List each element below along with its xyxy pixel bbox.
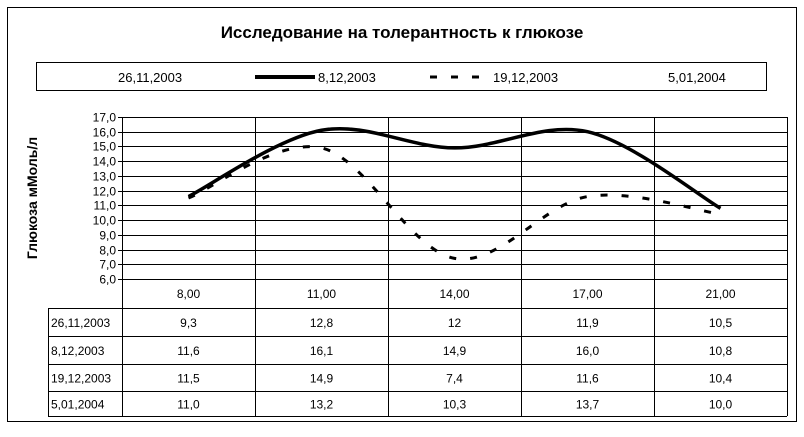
y-tick-label: 12,0: [93, 185, 117, 199]
table-cell: 10,4: [709, 372, 733, 386]
table-cell: 7,4: [446, 372, 463, 386]
legend-label: 19,12,2003: [493, 70, 558, 85]
table-cell: 10,5: [709, 316, 733, 330]
table-cell: 10,3: [443, 398, 467, 412]
series-line-1: [187, 126, 722, 210]
table-cell: 11,6: [576, 372, 599, 386]
series-line-2: [187, 145, 721, 261]
table-cell: 14,9: [443, 344, 467, 358]
legend-label: 5,01,2004: [668, 70, 726, 85]
y-axis-label: Глюкоза мМоль/л: [24, 137, 40, 259]
x-category-label: 14,00: [439, 287, 469, 301]
y-tick-label: 11,0: [94, 199, 117, 213]
y-tick-label: 7,0: [99, 258, 116, 272]
table-cell: 10,0: [709, 398, 733, 412]
table-cell: 9,3: [180, 316, 197, 330]
y-axis: 6,07,08,09,010,011,012,013,014,015,016,0…: [93, 111, 123, 287]
table-cell: 13,7: [576, 398, 600, 412]
legend-label: 8,12,2003: [318, 70, 376, 85]
table-cell: 11,0: [177, 398, 200, 412]
table-cell: 11,5: [177, 372, 200, 386]
x-category-label: 17,00: [572, 287, 602, 301]
data-table: 8,00 11,00 14,00 17,00 21,00 26,11,2003 9,3 12,…: [48, 279, 788, 417]
x-category-label: 21,00: [705, 287, 735, 301]
y-tick-label: 13,0: [93, 170, 117, 184]
table-cell: 14,9: [310, 372, 334, 386]
table-cell: 11,6: [177, 344, 200, 358]
table-row-label: 5,01,2004: [51, 398, 105, 412]
table-cell: 11,9: [576, 316, 599, 330]
table-cell: 16,0: [576, 344, 600, 358]
table-row-label: 8,12,2003: [51, 344, 105, 358]
series-lines: [187, 126, 722, 261]
legend-box: [36, 62, 767, 91]
y-tick-label: 6,0: [99, 273, 116, 287]
table-cell: 12: [448, 316, 462, 330]
table-cell: 13,2: [310, 398, 334, 412]
table-cell: 10,8: [709, 344, 733, 358]
x-category-label: 11,00: [307, 287, 336, 301]
table-cell: 16,1: [310, 344, 334, 358]
y-tick-label: 10,0: [93, 214, 117, 228]
y-tick-label: 17,0: [93, 111, 117, 125]
y-tick-label: 16,0: [93, 126, 117, 140]
x-category-label: 8,00: [177, 287, 201, 301]
y-tick-label: 15,0: [93, 140, 117, 154]
y-tick-label: 9,0: [99, 229, 116, 243]
y-tick-label: 14,0: [93, 155, 117, 169]
legend-label: 26,11,2003: [118, 70, 182, 85]
table-row-label: 19,12,2003: [51, 372, 111, 386]
table-row-label: 26,11,2003: [51, 316, 110, 330]
chart-title: Исследование на толерантность к глюкозе: [221, 23, 584, 42]
table-cell: 12,8: [310, 316, 334, 330]
y-tick-label: 8,0: [99, 244, 116, 258]
legend: 26,11,2003 8,12,2003 19,12,2003 5,01,2004: [118, 70, 726, 85]
